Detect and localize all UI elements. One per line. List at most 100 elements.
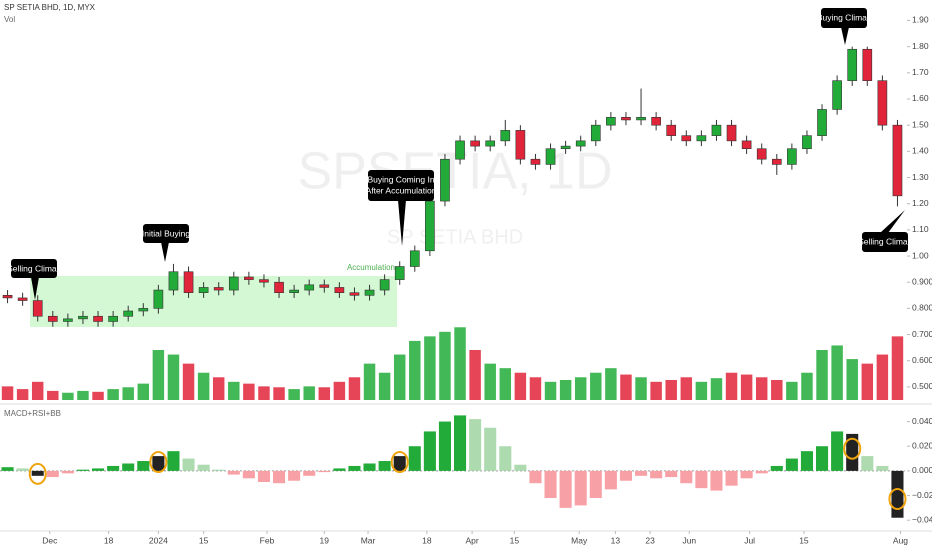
y-tick-label: 0.600 [912,355,932,365]
candle-body [153,289,164,309]
volume-bar [454,327,466,400]
candle-body [349,292,360,296]
volume-bar [16,389,29,400]
macd-bar [227,470,240,475]
macd-bar [680,470,693,484]
macd-bar [785,458,798,471]
highlight-circle [149,451,168,474]
macd-bar [61,470,74,474]
volume-bar [771,380,783,400]
macd-bar [92,468,105,471]
macd-bar [167,451,180,471]
candle-body [409,250,420,267]
macd-bar [333,468,346,471]
volume-bar [31,381,44,400]
volume-bar [409,340,421,400]
callout-pointer [31,277,39,300]
x-tick-label: Feb [260,535,275,545]
callout-text: Selling Climax [858,236,913,246]
x-tick-label: Mar [361,535,376,545]
volume-bar [559,380,572,400]
x-tick-label: 18 [422,535,432,545]
macd-bar [695,470,708,489]
candle-body [787,148,797,165]
candle-body [425,200,435,252]
y-tick-label: 0.800 [912,303,932,313]
volume-bar [740,374,753,400]
volume-bar [891,336,904,400]
candle-body [756,148,767,160]
macd-bar [393,456,406,471]
volume-bar [831,345,843,400]
macd-bar [740,470,753,479]
volume-bar [152,350,165,400]
candle-body [741,140,752,150]
callout: Buying Climax [817,8,872,45]
macd-bar [544,470,557,499]
volume-bar [273,387,285,400]
x-tick-label: Jul [744,535,755,545]
y-tick-label: 0.040 [912,416,932,426]
macd-bar [650,470,663,479]
callout-text: Initial Buying [142,228,190,238]
candle-body [289,289,299,293]
macd-bar [303,470,316,476]
volume-bar [182,363,195,400]
callout-box [11,259,57,278]
macd-bar [107,465,120,471]
candle-body [304,284,315,291]
candle-body [726,124,737,142]
callout-pointer [841,27,849,45]
volume-bar [62,392,74,400]
y-tick-label: 1.20 [912,198,929,208]
x-tick-label: 15 [199,535,209,545]
candle-body [545,148,556,165]
callout: Initial Buying [142,224,190,262]
y-tick-label: 0.700 [912,329,932,339]
candle-body [2,295,13,299]
macd-bar [408,446,421,471]
macd-bar [257,470,270,482]
volume-bar [137,383,150,400]
candle-body [440,158,450,202]
candle-body [138,308,149,312]
macd-bar [182,458,195,471]
candle-body [621,117,631,121]
candle-body [364,289,375,296]
zone-label: Accumulation [347,263,395,272]
macd-bar [665,470,678,478]
macd-bar [831,431,844,471]
accumulation-zone [30,276,397,327]
x-tick-label: 15 [799,535,809,545]
candle-body [802,135,812,150]
y-tick-label: 0.900 [912,276,932,286]
candle-body [470,140,480,147]
y-tick-label: 0.020 [912,440,932,450]
candle-body [575,140,586,147]
volume-bar [258,386,270,400]
volume-bar [228,381,240,400]
macd-bar [288,470,301,481]
volume-bar [424,336,436,400]
y-tick-label: 1.30 [912,172,929,182]
callout-text: Buying Climax [817,12,872,22]
macd-bar [846,433,859,471]
volume-bar [484,363,496,400]
volume-bar [107,389,119,400]
candle-body [606,117,616,126]
candle-body [17,297,28,301]
x-tick-label: 19 [320,535,330,545]
macd-bar [469,419,482,471]
macd-bar [710,470,723,491]
callout-pointer [880,210,905,233]
x-tick-label: Jun [682,535,696,545]
volume-bar [469,350,481,400]
candle-body [862,48,873,81]
macd-bar [348,465,361,471]
y-tick-label: 1.60 [912,93,929,103]
macd-bar [363,463,376,471]
candle-body [93,315,103,322]
volume-bar [650,381,662,400]
candle-body [228,276,239,291]
volume-bar [333,381,346,400]
